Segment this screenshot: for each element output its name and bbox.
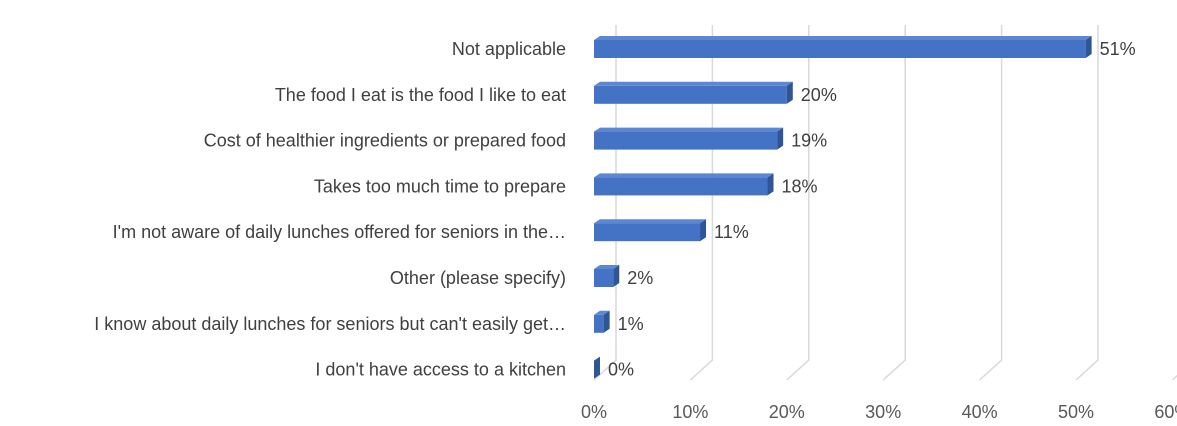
bar-front-face (594, 131, 778, 150)
bar-3 (594, 173, 774, 196)
x-tick-label: 10% (672, 402, 708, 422)
bar-top-face (594, 173, 774, 178)
category-label: Cost of healthier ingredients or prepare… (204, 131, 566, 151)
gridline-30 (882, 25, 906, 381)
category-label: Other (please specify) (390, 268, 566, 288)
bar-5 (594, 265, 620, 287)
bar-top-face (594, 81, 793, 86)
category-label: I know about daily lunches for seniors b… (94, 314, 566, 334)
bar-front-face (594, 40, 1086, 58)
value-labels: 51% 20% 19% 18% 11% 2% 1% 0% (608, 39, 1136, 380)
gridlines (593, 25, 1177, 381)
category-label: Not applicable (452, 39, 566, 59)
x-tick-label: 50% (1058, 402, 1094, 422)
bar-side-face (700, 219, 707, 242)
value-label: 51% (1100, 39, 1136, 59)
gridline-60 (1171, 374, 1177, 381)
bar-top-face (594, 310, 610, 315)
x-tick-label: 30% (865, 402, 901, 422)
bar-side-face (767, 173, 774, 196)
value-label: 11% (714, 222, 749, 242)
bar-7 (594, 356, 600, 379)
value-label: 18% (782, 176, 818, 196)
bar-2 (594, 127, 784, 150)
bar-side-face (613, 265, 620, 287)
bars (594, 36, 1092, 379)
bar-6 (594, 310, 610, 333)
bar-side-face (786, 81, 793, 104)
bar-front-face (594, 85, 787, 104)
category-label: I'm not aware of daily lunches offered f… (113, 222, 566, 242)
value-label: 1% (618, 314, 644, 334)
value-label: 20% (801, 85, 837, 105)
bar-top-face (594, 127, 784, 132)
bar-front-face (594, 223, 701, 242)
bar-front-face (594, 314, 604, 333)
category-label: I don't have access to a kitchen (315, 360, 566, 380)
category-labels: Not applicable The food I eat is the food… (94, 39, 566, 380)
bar-top-face (594, 219, 707, 224)
gridline-50 (1075, 25, 1099, 381)
value-label: 2% (627, 268, 653, 288)
category-label: Takes too much time to prepare (314, 176, 566, 196)
x-tick-label: 40% (962, 402, 998, 422)
x-tick-label: 0% (581, 402, 607, 422)
bar-0 (594, 36, 1092, 58)
bar-side-face (777, 127, 784, 150)
bar-front-face (594, 177, 768, 196)
value-label: 19% (791, 131, 827, 151)
bar-4 (594, 219, 707, 242)
bar-front-face (594, 269, 614, 287)
bar-1 (594, 81, 793, 104)
gridline-10 (689, 25, 714, 381)
x-tick-label: 20% (769, 402, 805, 422)
value-label: 0% (608, 360, 634, 380)
category-label: The food I eat is the food I like to eat (275, 85, 566, 105)
bar-side-face (1085, 36, 1092, 58)
gridline-40 (979, 25, 1003, 381)
bar-side-face (594, 356, 600, 379)
bar-side-face (603, 310, 610, 333)
x-axis-tick-labels: 0% 10% 20% 30% 40% 50% 60% (581, 402, 1177, 422)
x-tick-label: 60% (1154, 402, 1177, 422)
bar-top-face (594, 265, 620, 269)
bar-top-face (594, 36, 1092, 40)
gridline-20 (786, 25, 810, 381)
